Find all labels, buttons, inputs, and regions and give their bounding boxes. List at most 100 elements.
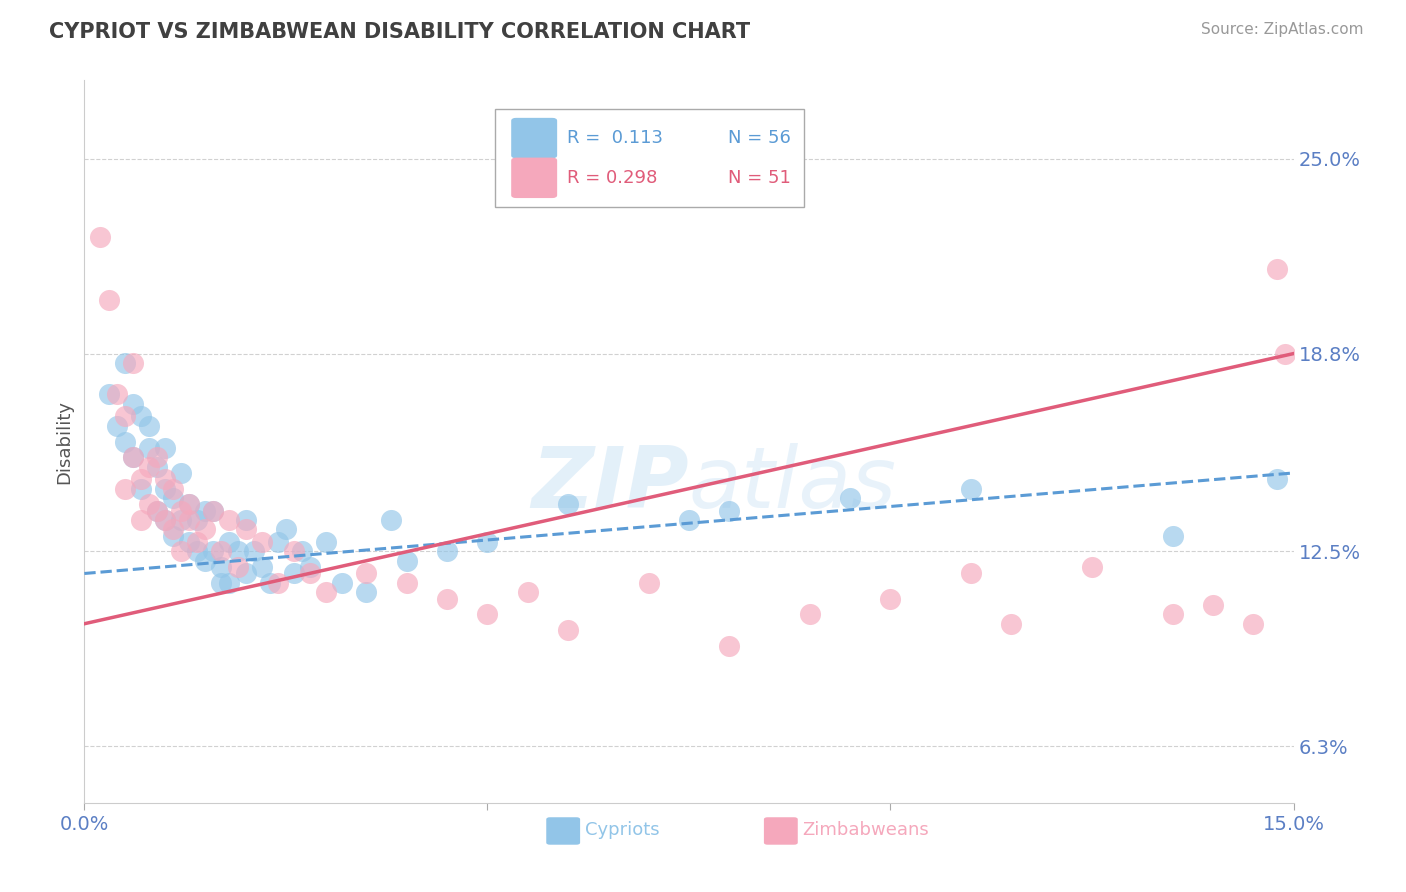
Point xyxy=(250,560,273,574)
Point xyxy=(356,585,378,599)
Point xyxy=(146,503,169,517)
Point xyxy=(477,535,499,549)
Point xyxy=(267,535,290,549)
Point xyxy=(179,513,201,527)
Point xyxy=(89,230,111,244)
Point xyxy=(299,560,322,574)
Point xyxy=(162,491,184,505)
Point xyxy=(114,434,136,449)
Point xyxy=(259,575,281,590)
Point xyxy=(678,513,700,527)
Text: Zimbabweans: Zimbabweans xyxy=(803,822,929,839)
Point xyxy=(179,535,201,549)
Point xyxy=(162,523,184,537)
Point xyxy=(1000,616,1022,631)
Point xyxy=(799,607,821,622)
Point xyxy=(250,535,273,549)
Text: Cypriots: Cypriots xyxy=(585,822,659,839)
Text: R = 0.298: R = 0.298 xyxy=(567,169,657,186)
Point xyxy=(718,503,741,517)
Point xyxy=(1161,529,1184,543)
Point xyxy=(129,513,152,527)
Point xyxy=(235,523,257,537)
Point xyxy=(121,356,143,370)
Point xyxy=(226,560,249,574)
Point xyxy=(146,503,169,517)
Point xyxy=(226,544,249,558)
Point xyxy=(121,450,143,465)
Point xyxy=(114,482,136,496)
Point xyxy=(557,623,579,637)
Point xyxy=(170,466,193,480)
Point xyxy=(718,639,741,653)
Point xyxy=(315,535,337,549)
Point xyxy=(209,544,232,558)
Point xyxy=(138,418,160,433)
Point xyxy=(315,585,337,599)
Point xyxy=(1202,598,1225,612)
Point xyxy=(121,397,143,411)
Point xyxy=(162,529,184,543)
Point xyxy=(395,554,418,568)
Text: CYPRIOT VS ZIMBABWEAN DISABILITY CORRELATION CHART: CYPRIOT VS ZIMBABWEAN DISABILITY CORRELA… xyxy=(49,22,751,42)
Point xyxy=(153,513,176,527)
Point xyxy=(121,450,143,465)
Point xyxy=(114,356,136,370)
Text: Source: ZipAtlas.com: Source: ZipAtlas.com xyxy=(1201,22,1364,37)
Point xyxy=(170,503,193,517)
Point xyxy=(129,482,152,496)
Point xyxy=(170,544,193,558)
Point xyxy=(516,585,538,599)
Point xyxy=(138,441,160,455)
Point xyxy=(105,418,128,433)
Point xyxy=(283,544,305,558)
Point xyxy=(194,554,217,568)
Point xyxy=(186,513,208,527)
Point xyxy=(194,503,217,517)
Point xyxy=(153,482,176,496)
Point xyxy=(960,566,983,581)
Point xyxy=(235,513,257,527)
Point xyxy=(186,544,208,558)
Point xyxy=(170,513,193,527)
Point xyxy=(129,409,152,424)
Point xyxy=(436,544,458,558)
FancyBboxPatch shape xyxy=(763,817,797,845)
Point xyxy=(477,607,499,622)
Point xyxy=(1161,607,1184,622)
Text: atlas: atlas xyxy=(689,443,897,526)
Point xyxy=(194,523,217,537)
Point xyxy=(1274,346,1296,360)
Point xyxy=(218,513,240,527)
FancyBboxPatch shape xyxy=(512,118,557,158)
Point xyxy=(105,387,128,401)
Point xyxy=(557,497,579,511)
Point xyxy=(218,575,240,590)
Text: R =  0.113: R = 0.113 xyxy=(567,129,662,147)
Point xyxy=(1267,472,1289,486)
Point xyxy=(202,503,225,517)
Point xyxy=(274,523,297,537)
Point xyxy=(97,293,120,308)
Point xyxy=(97,387,120,401)
Point xyxy=(162,482,184,496)
Point xyxy=(129,472,152,486)
Point xyxy=(235,566,257,581)
Text: ZIP: ZIP xyxy=(531,443,689,526)
Point xyxy=(960,482,983,496)
Point xyxy=(380,513,402,527)
Point xyxy=(202,503,225,517)
Point xyxy=(879,591,901,606)
Point xyxy=(138,459,160,474)
Point xyxy=(242,544,264,558)
FancyBboxPatch shape xyxy=(547,817,581,845)
Point xyxy=(153,472,176,486)
Text: N = 56: N = 56 xyxy=(728,129,790,147)
Point xyxy=(218,535,240,549)
Point xyxy=(114,409,136,424)
Point xyxy=(330,575,353,590)
Point xyxy=(637,575,659,590)
Point xyxy=(179,497,201,511)
Point xyxy=(1081,560,1104,574)
Point xyxy=(209,575,232,590)
